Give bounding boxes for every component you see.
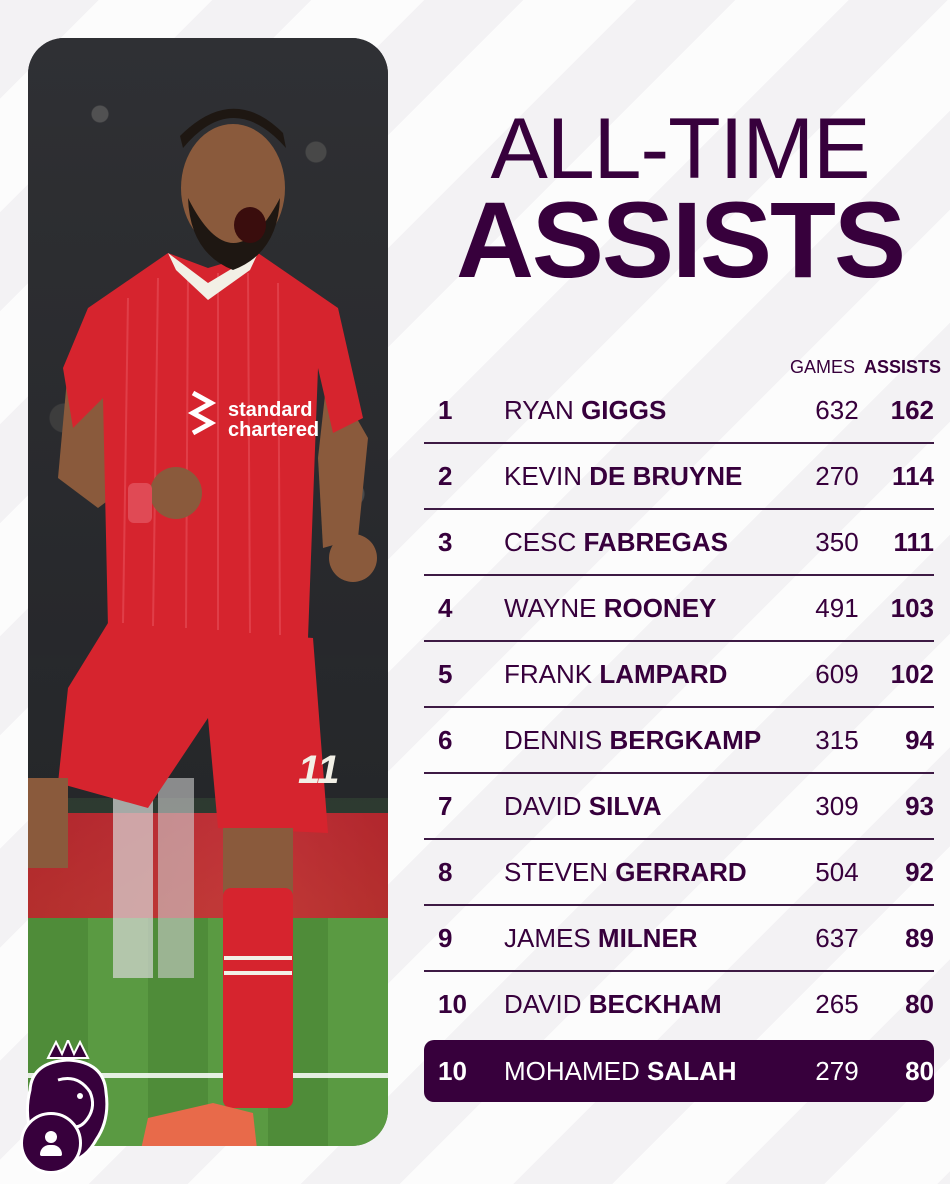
games-value: 270: [815, 460, 859, 491]
assists-value: 92: [905, 856, 934, 887]
table-row: 10 DAVID BECKHAM 265 80: [424, 972, 934, 1036]
last-name: LAMPARD: [599, 658, 728, 689]
rank: 1: [438, 394, 453, 425]
table-row: 7 DAVID SILVA 309 93: [424, 774, 934, 840]
first-name: KEVIN: [504, 460, 583, 491]
svg-text:standard: standard: [228, 399, 312, 421]
last-name: ROONEY: [603, 592, 717, 623]
assists-value: 162: [890, 394, 934, 425]
player-name: FRANK LAMPARD: [504, 659, 800, 690]
assists-value: 80: [905, 988, 934, 1019]
last-name: BERGKAMP: [609, 724, 762, 755]
highlighted-table-row: 10 MOHAMED SALAH 279 80: [424, 1040, 934, 1102]
player-name: CESC FABREGAS: [504, 527, 800, 558]
rank: 5: [438, 658, 453, 689]
rank: 10: [438, 1055, 467, 1086]
first-name: WAYNE: [504, 592, 597, 623]
last-name: MILNER: [597, 922, 698, 953]
assists-value: 111: [893, 526, 934, 557]
first-name: DENNIS: [504, 724, 603, 755]
player-name: DAVID BECKHAM: [504, 989, 800, 1020]
assists-value: 102: [890, 658, 934, 689]
table-row: 3 CESC FABREGAS 350 111: [424, 510, 934, 576]
rank: 9: [438, 922, 453, 953]
games-value: 637: [815, 922, 859, 953]
last-name: SILVA: [588, 790, 662, 821]
last-name: GIGGS: [581, 394, 667, 425]
first-name: DAVID: [504, 988, 582, 1019]
games-value: 504: [815, 856, 859, 887]
pitch-line: [28, 1073, 388, 1078]
player-name: WAYNE ROONEY: [504, 593, 800, 624]
assists-value: 89: [905, 922, 934, 953]
first-name: DAVID: [504, 790, 582, 821]
svg-text:chartered: chartered: [228, 419, 319, 441]
title-line2: ASSISTS: [455, 179, 906, 300]
rank: 7: [438, 790, 453, 821]
games-value: 632: [815, 394, 859, 425]
advertising-board: [28, 813, 388, 918]
last-name: BECKHAM: [588, 988, 722, 1019]
player-name: RYAN GIGGS: [504, 395, 800, 426]
assists-value: 94: [905, 724, 934, 755]
first-name: FRANK: [504, 658, 593, 689]
rank: 6: [438, 724, 453, 755]
table-row: 5 FRANK LAMPARD 609 102: [424, 642, 934, 708]
player-name: DENNIS BERGKAMP: [504, 725, 800, 756]
player-figure: standard chartered 11: [28, 108, 377, 1146]
first-name: RYAN: [504, 394, 574, 425]
first-name: STEVEN: [504, 856, 609, 887]
first-name: MOHAMED: [504, 1055, 640, 1086]
player-name: KEVIN DE BRUYNE: [504, 461, 800, 492]
first-name: CESC: [504, 526, 577, 557]
table-row: 6 DENNIS BERGKAMP 315 94: [424, 708, 934, 774]
svg-text:11: 11: [298, 748, 340, 792]
last-name: FABREGAS: [583, 526, 728, 557]
games-value: 265: [815, 988, 859, 1019]
games-value: 315: [815, 724, 859, 755]
last-name: DE BRUYNE: [589, 460, 743, 491]
user-avatar-icon[interactable]: [20, 1112, 82, 1174]
games-value: 279: [815, 1055, 859, 1086]
assists-value: 114: [892, 460, 934, 491]
title-line1: ALL-TIME: [490, 101, 870, 197]
games-column-header: GAMES: [790, 357, 856, 377]
table-row: 1 RYAN GIGGS 632 162: [424, 378, 934, 444]
rank: 2: [438, 460, 453, 491]
last-name: GERRARD: [615, 856, 747, 887]
games-value: 491: [815, 592, 859, 623]
player-name: MOHAMED SALAH: [504, 1056, 800, 1087]
rank: 3: [438, 526, 453, 557]
games-value: 350: [815, 526, 859, 557]
first-name: JAMES: [504, 922, 591, 953]
assists-value: 93: [905, 790, 934, 821]
table-row: 9 JAMES MILNER 637 89: [424, 906, 934, 972]
table-row: 8 STEVEN GERRARD 504 92: [424, 840, 934, 906]
games-value: 609: [815, 658, 859, 689]
rank: 10: [438, 988, 467, 1019]
rank: 8: [438, 856, 453, 887]
assists-value: 80: [905, 1055, 934, 1086]
rank: 4: [438, 592, 453, 623]
player-photo: standard chartered 11: [28, 38, 388, 1146]
assists-column-header: ASSISTS: [864, 357, 942, 377]
assists-value: 103: [890, 592, 934, 623]
games-value: 309: [815, 790, 859, 821]
table-row: 4 WAYNE ROONEY 491 103: [424, 576, 934, 642]
last-name: SALAH: [647, 1055, 737, 1086]
person-silhouette-icon: [37, 1129, 65, 1157]
player-name: DAVID SILVA: [504, 791, 800, 822]
player-name: STEVEN GERRARD: [504, 857, 800, 888]
assists-table: 1 RYAN GIGGS 632 162 2 KEVIN DE BRUYNE 2…: [424, 378, 934, 1102]
player-name: JAMES MILNER: [504, 923, 800, 954]
table-row: 2 KEVIN DE BRUYNE 270 114: [424, 444, 934, 510]
